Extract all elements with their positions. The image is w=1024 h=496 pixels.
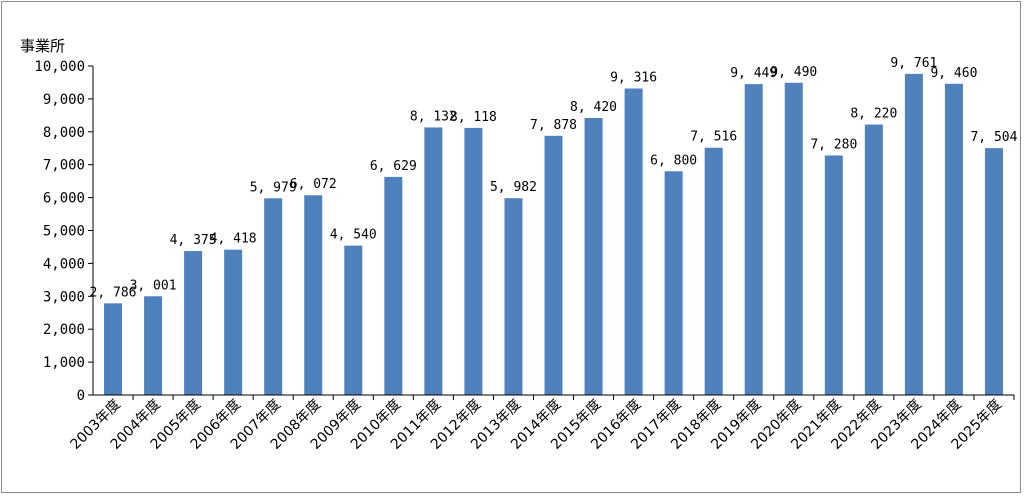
bar xyxy=(744,84,763,395)
bar xyxy=(784,82,803,396)
data-label: 8, 220 xyxy=(850,107,897,122)
x-axis: 2003年度2004年度2005年度2006年度2007年度2008年度2009… xyxy=(68,394,1015,453)
data-label: 9, 316 xyxy=(610,71,657,86)
y-tick-label: 2,000 xyxy=(43,322,85,338)
data-label: 5, 979 xyxy=(250,180,297,195)
bar xyxy=(344,245,363,395)
bar xyxy=(944,83,963,396)
y-axis: 0 1,000 2,000 3,000 4,000 5,000 6,000 7,000 8,00… xyxy=(34,59,94,404)
data-label: 2, 786 xyxy=(90,285,137,300)
bar xyxy=(544,135,563,396)
y-tick-label: 8,000 xyxy=(43,125,85,141)
bar xyxy=(264,198,283,395)
data-label: 6, 629 xyxy=(370,159,417,174)
bar xyxy=(824,155,843,395)
data-label: 7, 878 xyxy=(530,118,577,133)
bar xyxy=(464,127,483,396)
bar xyxy=(104,303,123,395)
data-label: 4, 375 xyxy=(170,233,217,248)
bar xyxy=(904,73,923,395)
data-label: 6, 072 xyxy=(290,177,337,192)
bar xyxy=(864,124,883,395)
y-tick-label: 10,000 xyxy=(34,59,85,75)
data-label: 8, 132 xyxy=(410,109,457,124)
bar xyxy=(224,249,243,395)
data-label: 8, 118 xyxy=(450,110,497,125)
y-tick-label: 0 xyxy=(77,388,85,404)
bar xyxy=(504,198,523,395)
data-label: 5, 982 xyxy=(490,180,537,195)
y-tick-label: 4,000 xyxy=(43,256,85,272)
y-axis-unit-label: 事業所 xyxy=(20,37,65,55)
data-label: 9, 460 xyxy=(930,66,977,81)
bar xyxy=(704,147,723,395)
bar xyxy=(984,148,1003,395)
bar xyxy=(144,296,163,395)
bar xyxy=(424,127,443,395)
y-tick-label: 7,000 xyxy=(43,158,85,174)
data-label: 8, 420 xyxy=(570,100,617,115)
y-tick-label: 1,000 xyxy=(43,355,85,371)
bar xyxy=(584,117,603,396)
y-tick-label: 3,000 xyxy=(43,289,85,305)
data-label: 7, 504 xyxy=(970,130,1017,145)
data-label: 3, 001 xyxy=(130,278,177,293)
bar xyxy=(664,171,683,395)
bar xyxy=(184,251,203,395)
data-label: 7, 516 xyxy=(690,130,737,145)
data-label: 6, 800 xyxy=(650,153,697,168)
data-label: 4, 540 xyxy=(330,228,377,243)
y-tick-label: 6,000 xyxy=(43,191,85,207)
data-label: 4, 418 xyxy=(210,232,257,247)
data-label: 9, 761 xyxy=(890,56,937,71)
data-label: 9, 449 xyxy=(730,66,777,81)
bar xyxy=(384,176,403,395)
y-tick-label: 5,000 xyxy=(43,224,85,240)
bars-group xyxy=(104,73,1003,396)
data-label: 9, 490 xyxy=(770,65,817,80)
data-label: 7, 280 xyxy=(810,137,857,152)
y-tick-label: 9,000 xyxy=(43,92,85,108)
bar xyxy=(624,88,643,395)
bar xyxy=(304,195,323,395)
